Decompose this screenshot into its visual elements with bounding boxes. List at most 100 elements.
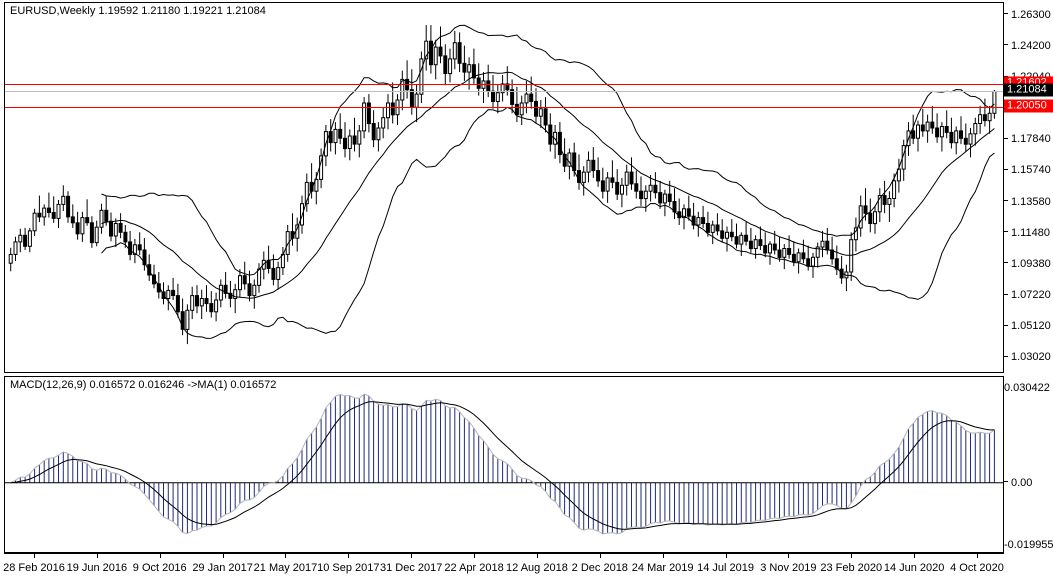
date-axis-tick: 10 Sep 2017	[317, 562, 380, 574]
candle	[409, 89, 414, 108]
candle	[691, 215, 696, 226]
level-line-red[interactable]	[5, 84, 1003, 85]
level-line-current-price[interactable]	[5, 91, 1003, 92]
level-line-red[interactable]	[5, 107, 1003, 108]
date-axis-tickmark	[474, 554, 476, 558]
date-axis-tick: 31 Dec 2017	[379, 562, 443, 574]
candle	[853, 227, 858, 241]
candle	[209, 303, 214, 313]
candle	[600, 180, 605, 192]
candle	[8, 253, 13, 264]
candle	[615, 181, 620, 195]
candle	[935, 127, 940, 138]
candle	[538, 108, 543, 117]
candle	[175, 295, 180, 313]
candle	[457, 42, 462, 64]
candle	[471, 64, 476, 79]
candle	[343, 137, 347, 150]
candle	[519, 102, 524, 116]
candle	[51, 212, 56, 219]
candle	[390, 102, 395, 116]
candle	[433, 46, 438, 66]
candle	[763, 245, 768, 254]
date-axis-tickmark	[914, 554, 916, 558]
candle	[648, 184, 653, 192]
candle	[620, 184, 624, 195]
price-chart-pane[interactable]	[4, 2, 1004, 373]
price-axis-tick: 1.05120	[1004, 321, 1051, 332]
candle	[514, 103, 519, 116]
date-axis-tickmark	[851, 554, 853, 558]
price-axis[interactable]: 1.263001.242001.220401.199401.178401.157…	[1003, 2, 1053, 373]
candle	[99, 209, 104, 228]
macd-indicator-label: MACD(12,26,9) 0.016572 0.016246 ->MA(1) …	[8, 379, 279, 391]
candle	[801, 252, 806, 260]
candle	[190, 295, 195, 311]
candle	[811, 256, 815, 267]
candle	[89, 222, 94, 244]
candle	[261, 259, 266, 270]
candle	[75, 222, 80, 235]
candle	[820, 240, 825, 248]
date-axis-tick: 21 May 2017	[253, 562, 318, 574]
candle	[314, 178, 319, 192]
candle	[686, 208, 691, 217]
price-candlestick-svg	[8, 24, 997, 345]
candle	[113, 223, 118, 237]
candle	[734, 236, 739, 245]
price-axis-tick: 1.17840	[1004, 134, 1051, 145]
candle	[825, 240, 830, 251]
candle	[529, 93, 534, 102]
date-axis-tickmark	[536, 554, 538, 558]
candle	[357, 130, 362, 145]
candle	[238, 275, 242, 291]
candle	[285, 231, 290, 255]
candle	[930, 121, 935, 129]
date-axis-tick: 23 Feb 2020	[820, 562, 883, 574]
price-plot-area[interactable]	[5, 3, 1003, 372]
candle	[137, 244, 142, 251]
candle	[605, 177, 610, 192]
candle	[586, 159, 591, 173]
date-axis-tick: 24 Mar 2019	[631, 562, 694, 574]
current-price-badge[interactable]: 1.21084	[1004, 83, 1053, 97]
candle	[424, 40, 429, 60]
macd-main-line	[10, 393, 995, 535]
macd-indicator-pane[interactable]	[4, 376, 1004, 553]
macd-plot-area[interactable]	[5, 377, 1003, 552]
candle	[352, 135, 357, 145]
candle	[629, 171, 634, 185]
candle	[987, 112, 992, 122]
candle	[61, 195, 66, 205]
candle	[806, 258, 811, 267]
macd-axis[interactable]: 0.030422 0.00 -0.019955	[1003, 376, 1053, 553]
candle	[505, 83, 510, 91]
candle	[830, 249, 835, 260]
macd-histogram	[15, 394, 995, 534]
candle	[911, 130, 916, 139]
candle	[596, 170, 601, 182]
candle	[142, 249, 147, 266]
candle	[581, 171, 586, 183]
candle	[70, 216, 75, 224]
date-axis-tick: 2 Dec 2018	[571, 562, 628, 574]
candle	[333, 128, 338, 144]
level-price-badge[interactable]: 1.20050	[1004, 99, 1053, 113]
date-axis-tickmark	[662, 554, 664, 558]
candle	[791, 253, 796, 263]
date-axis-tick: 29 Jan 2017	[192, 562, 253, 574]
candle	[954, 130, 959, 144]
candle	[304, 181, 309, 205]
price-axis-tick: 1.15740	[1004, 165, 1051, 176]
candle	[725, 231, 729, 239]
candle	[233, 289, 238, 300]
candle	[276, 267, 281, 280]
date-axis[interactable]: 28 Feb 2016 19 Jun 2016 9 Oct 2016 29 Jan 2…	[3, 553, 1004, 585]
candle	[744, 234, 749, 242]
candle	[772, 243, 777, 251]
date-axis-tick: 14 Jun 2020	[883, 562, 945, 574]
candle	[882, 195, 887, 205]
candle	[944, 126, 949, 133]
candle	[223, 284, 228, 294]
